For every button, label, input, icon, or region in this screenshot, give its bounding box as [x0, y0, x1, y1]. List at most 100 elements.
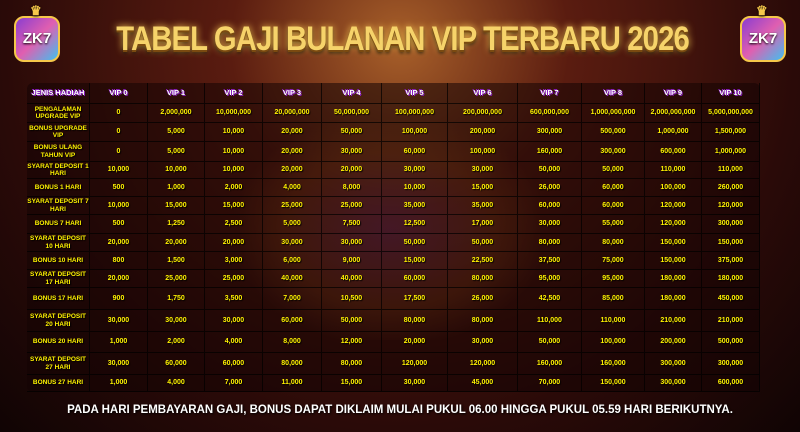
table-cell: 15,000: [382, 252, 448, 270]
table-cell: 3,500: [205, 288, 263, 310]
logo-text: ZK7: [748, 30, 778, 47]
table-cell: 95,000: [582, 270, 645, 288]
table-cell: 500,000: [582, 123, 645, 142]
table-cell: 80,000: [263, 353, 322, 375]
row-label: BONUS 17 HARI: [27, 288, 90, 310]
table-cell: 12,500: [382, 215, 448, 234]
table-cell: 60,000: [382, 142, 448, 162]
table-cell: 120,000: [645, 197, 702, 215]
zk7-logo-left: ♛ ZK7: [14, 4, 60, 62]
table-cell: 26,000: [518, 179, 582, 197]
table-cell: 1,500: [148, 252, 205, 270]
table-cell: 20,000: [205, 234, 263, 252]
table-cell: 60,000: [263, 310, 322, 332]
table-cell: 0: [90, 123, 148, 142]
table-cell: 10,000: [205, 123, 263, 142]
table-cell: 55,000: [582, 215, 645, 234]
table-cell: 100,000: [582, 332, 645, 353]
table-cell: 30,000: [382, 162, 448, 179]
table-cell: 10,000: [205, 162, 263, 179]
table-cell: 35,000: [382, 197, 448, 215]
table-cell: 300,000: [645, 375, 702, 392]
crown-icon: ♛: [30, 3, 42, 18]
table-cell: 26,000: [448, 288, 518, 310]
table-cell: 1,750: [148, 288, 205, 310]
table-cell: 95,000: [518, 270, 582, 288]
table-cell: 60,000: [518, 197, 582, 215]
table-cell: 10,000,000: [205, 104, 263, 123]
table-cell: 20,000: [263, 123, 322, 142]
table-cell: 160,000: [518, 142, 582, 162]
table-cell: 110,000: [702, 162, 760, 179]
column-header: VIP 10: [702, 83, 760, 104]
table-cell: 0: [90, 104, 148, 123]
table-cell: 9,000: [322, 252, 382, 270]
table-cell: 5,000: [148, 142, 205, 162]
table-cell: 15,000: [148, 197, 205, 215]
table-cell: 1,000,000: [645, 123, 702, 142]
table-cell: 120,000: [702, 197, 760, 215]
row-label: SYARAT DEPOSIT 1 HARI: [27, 162, 90, 179]
row-label: BONUS 20 HARI: [27, 332, 90, 353]
table-cell: 800: [90, 252, 148, 270]
row-label: SYARAT DEPOSIT 7 HARI: [27, 197, 90, 215]
table-cell: 80,000: [382, 310, 448, 332]
table-cell: 20,000: [382, 332, 448, 353]
table-cell: 80,000: [322, 353, 382, 375]
table-cell: 300,000: [702, 353, 760, 375]
table-cell: 1,250: [148, 215, 205, 234]
column-header: VIP 3: [263, 83, 322, 104]
table-cell: 17,000: [448, 215, 518, 234]
table-cell: 100,000: [382, 123, 448, 142]
table-cell: 180,000: [645, 270, 702, 288]
crown-icon: ♛: [756, 3, 768, 18]
table-cell: 1,000,000,000: [582, 104, 645, 123]
table-cell: 500,000: [702, 332, 760, 353]
table-cell: 60,000: [382, 270, 448, 288]
table-cell: 8,000: [322, 179, 382, 197]
table-cell: 600,000: [702, 375, 760, 392]
column-header: VIP 6: [448, 83, 518, 104]
footer-note: PADA HARI PEMBAYARAN GAJI, BONUS DAPAT D…: [67, 404, 733, 416]
table-cell: 300,000: [645, 353, 702, 375]
table-cell: 37,500: [518, 252, 582, 270]
table-cell: 110,000: [645, 162, 702, 179]
table-cell: 80,000: [518, 234, 582, 252]
row-label: PENGALAMAN UPGRADE VIP: [27, 104, 90, 123]
table-cell: 50,000: [518, 162, 582, 179]
table-cell: 20,000: [263, 142, 322, 162]
table-cell: 5,000,000,000: [702, 104, 760, 123]
table-cell: 450,000: [702, 288, 760, 310]
table-cell: 50,000,000: [322, 104, 382, 123]
table-cell: 600,000,000: [518, 104, 582, 123]
row-label: SYARAT DEPOSIT 10 HARI: [27, 234, 90, 252]
table-cell: 80,000: [582, 234, 645, 252]
table-cell: 25,000: [322, 197, 382, 215]
table-cell: 30,000: [448, 162, 518, 179]
table-cell: 42,500: [518, 288, 582, 310]
table-cell: 40,000: [322, 270, 382, 288]
table-cell: 500: [90, 179, 148, 197]
table-cell: 1,000: [90, 375, 148, 392]
table-cell: 30,000: [90, 353, 148, 375]
row-label: BONUS ULANG TAHUN VIP: [27, 142, 90, 162]
table-cell: 15,000: [448, 179, 518, 197]
table-cell: 30,000: [90, 310, 148, 332]
table-cell: 2,500: [205, 215, 263, 234]
table-cell: 8,000: [263, 332, 322, 353]
table-cell: 2,000: [205, 179, 263, 197]
row-label: BONUS 27 HARI: [27, 375, 90, 392]
row-label: BONUS 1 HARI: [27, 179, 90, 197]
column-header: VIP 0: [90, 83, 148, 104]
table-cell: 900: [90, 288, 148, 310]
table-cell: 35,000: [448, 197, 518, 215]
table-cell: 4,000: [148, 375, 205, 392]
column-header: JENIS HADIAH: [27, 83, 90, 104]
table-cell: 20,000: [90, 234, 148, 252]
table-cell: 210,000: [645, 310, 702, 332]
table-cell: 30,000: [322, 234, 382, 252]
table-cell: 50,000: [382, 234, 448, 252]
table-cell: 45,000: [448, 375, 518, 392]
row-label: SYARAT DEPOSIT 17 HARI: [27, 270, 90, 288]
column-header: VIP 5: [382, 83, 448, 104]
